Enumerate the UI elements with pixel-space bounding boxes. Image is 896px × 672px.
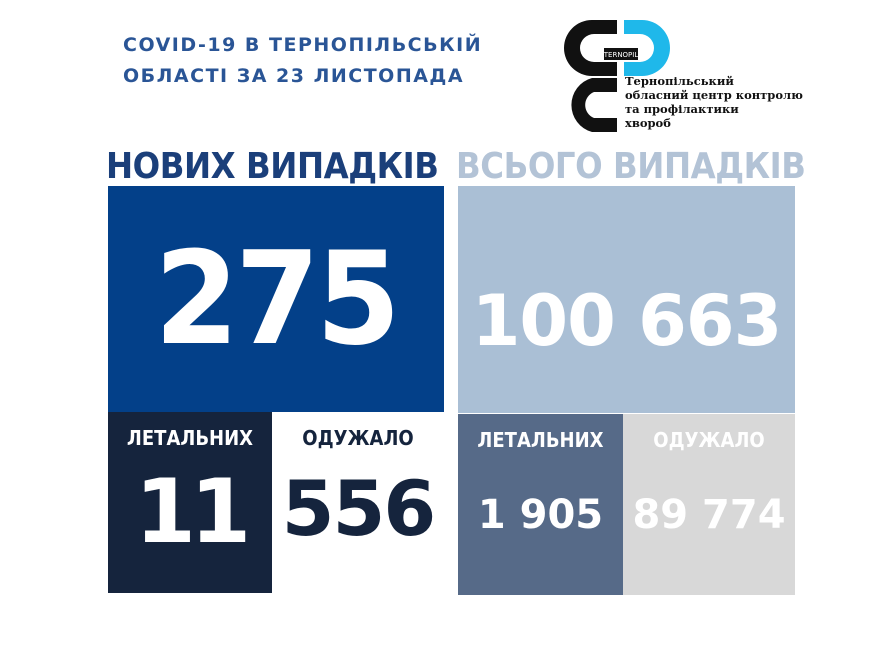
org-line: Тернопільський <box>625 74 734 88</box>
total-recovered-box: ОДУЖАЛО 89 774 <box>623 414 795 595</box>
org-line: та профілактики <box>625 102 739 116</box>
total-cases-heading: ВСЬОГО ВИПАДКІВ <box>456 146 806 187</box>
new-cases-box: 275 <box>108 186 444 412</box>
total-recovered-count: 89 774 <box>632 492 786 538</box>
new-cases-count: 275 <box>154 224 401 374</box>
total-deaths-count: 1 905 <box>477 492 604 538</box>
org-name: Тернопільський обласний центр контролю т… <box>625 74 803 130</box>
new-deaths-count: 11 <box>134 460 251 563</box>
new-deaths-label: ЛЕТАЛЬНИХ <box>126 426 254 450</box>
new-recovered-label: ОДУЖАЛО <box>302 426 414 450</box>
total-recovered-label: ОДУЖАЛО <box>653 428 765 452</box>
cdc-logo: TERNOPIL <box>564 20 670 132</box>
title-line-2: ОБЛАСТІ ЗА 23 ЛИСТОПАДА <box>123 65 465 87</box>
org-line: обласний центр контролю <box>625 88 803 102</box>
title-line-1: COVID-19 В ТЕРНОПІЛЬСЬКІЙ <box>123 34 483 56</box>
svg-text:TERNOPIL: TERNOPIL <box>603 51 639 59</box>
total-deaths-box: ЛЕТАЛЬНИХ 1 905 <box>458 414 623 595</box>
total-deaths-label: ЛЕТАЛЬНИХ <box>477 428 604 452</box>
new-recovered-box: ОДУЖАЛО 556 <box>272 412 444 553</box>
total-cases-box: 100 663 <box>458 186 795 413</box>
page-title: COVID-19 В ТЕРНОПІЛЬСЬКІЙ ОБЛАСТІ ЗА 23 … <box>123 30 482 92</box>
new-recovered-count: 556 <box>281 464 437 553</box>
new-cases-heading: НОВИХ ВИПАДКІВ <box>106 146 439 187</box>
new-deaths-box: ЛЕТАЛЬНИХ 11 <box>108 412 272 593</box>
org-line: хвороб <box>625 116 671 130</box>
total-cases-count: 100 663 <box>471 279 783 362</box>
